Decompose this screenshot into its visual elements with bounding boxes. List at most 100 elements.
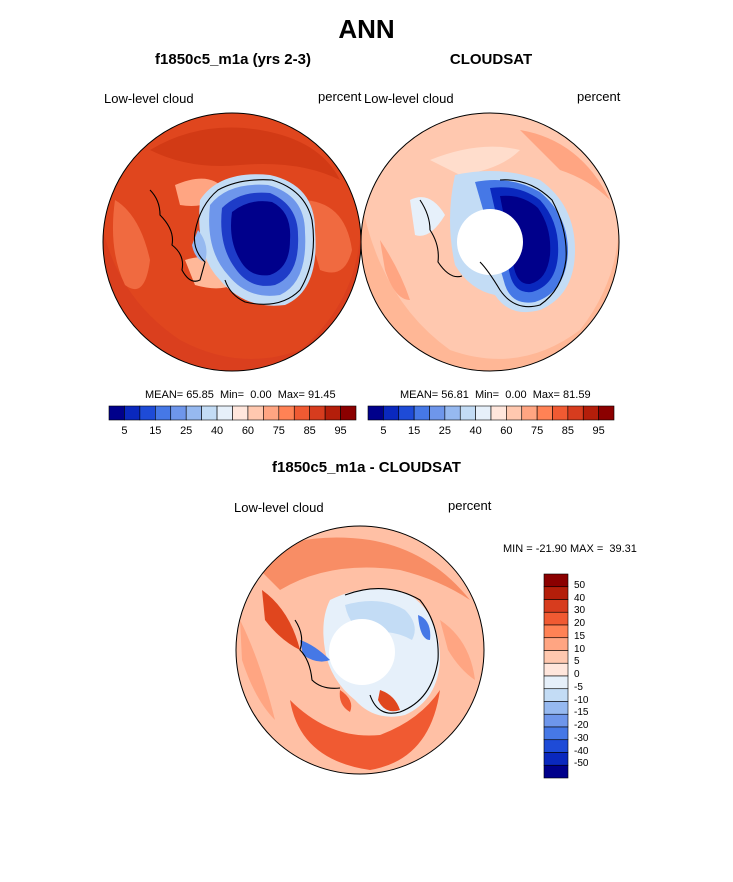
bottom-minmax: MIN = -21.90 MAX = 39.31 [503, 543, 637, 555]
bottom-colorbar-swatch-15 [543, 764, 569, 779]
right-colorbar-swatch-2 [398, 405, 415, 421]
bottom-colorbar-tick-label: -15 [574, 707, 589, 719]
bottom-colorbar-tick-label: -50 [574, 758, 589, 770]
bottom-colorbar-tick-label: -5 [574, 681, 583, 693]
right-map-border [360, 112, 620, 372]
left-colorbar-tick-label: 5 [121, 425, 128, 437]
right-colorbar-tick-label: 40 [469, 425, 482, 437]
right-max-label: Max= [532, 389, 560, 401]
bottom-colorbar-swatch-4 [543, 624, 569, 639]
right-max-value: 81.59 [563, 389, 591, 401]
left-panel-title: f1850c5_m1a (yrs 2-3) [155, 51, 311, 68]
bottom-colorbar-tick-label: -40 [574, 745, 589, 757]
bottom-colorbar-tick-label: 50 [574, 579, 586, 591]
right-colorbar-tick-label: 75 [531, 425, 544, 437]
right-panel-title: CLOUDSAT [449, 51, 533, 68]
left-colorbar-swatch-14 [324, 405, 341, 421]
right-mean-value: 56.81 [441, 389, 469, 401]
bottom-units-label: percent [448, 498, 492, 513]
left-colorbar-swatch-12 [293, 405, 310, 421]
left-colorbar-swatch-0 [108, 405, 125, 421]
left-colorbar-swatch-1 [124, 405, 141, 421]
left-colorbar-tick-label: 25 [180, 425, 193, 437]
left-units-label: percent [318, 89, 362, 104]
left-mean-value: 65.85 [186, 389, 214, 401]
left-map [103, 113, 361, 371]
right-colorbar-tick-label: 5 [380, 425, 387, 437]
right-colorbar-swatch-0 [367, 405, 384, 421]
bottom-colorbar-swatch-5 [543, 637, 569, 651]
bottom-colorbar-swatch-13 [543, 739, 569, 753]
right-colorbar-swatch-11 [536, 405, 553, 421]
left-colorbar-tick-label: 60 [241, 425, 255, 437]
right-min-value: 0.00 [505, 389, 527, 401]
left-colorbar-swatch-15 [340, 405, 357, 421]
bottom-colorbar-swatch-8 [543, 675, 569, 690]
bottom-colorbar-tick-label: 10 [574, 643, 586, 655]
left-colorbar-swatch-9 [247, 405, 264, 421]
bottom-panel-title: f1850c5_m1a - CLOUDSAT [272, 459, 461, 476]
right-colorbar-tick-label: 60 [500, 425, 513, 437]
left-min-label: Min= [219, 389, 245, 401]
left-colorbar-swatch-3 [155, 405, 172, 421]
bottom-colorbar-swatch-10 [543, 701, 569, 715]
right-field-label: Low-level cloud [364, 91, 454, 106]
left-colorbar-tick-label: 40 [210, 425, 224, 437]
bottom-colorbar-swatch-12 [543, 726, 569, 741]
left-colorbar-swatch-7 [216, 405, 233, 421]
bottom-colorbar-swatch-0 [543, 573, 569, 588]
right-colorbar-swatch-4 [429, 405, 446, 421]
right-stats: MEAN= 56.81 Min= 0.00 Max= 81.59 [400, 389, 591, 401]
bottom-colorbar-tick-label: 0 [574, 669, 580, 680]
left-colorbar-swatch-2 [139, 405, 156, 421]
bottom-colorbar-tick-label: -30 [574, 732, 589, 744]
left-colorbar-tick-label: 85 [303, 425, 316, 437]
main-title: ANN [338, 14, 395, 44]
left-colorbar-tick-label: 15 [149, 425, 162, 437]
left-field-label: Low-level cloud [104, 91, 194, 106]
bottom-map [236, 526, 484, 774]
bottom-colorbar-swatch-9 [543, 688, 569, 702]
left-colorbar [108, 405, 357, 421]
right-colorbar-swatch-15 [598, 405, 615, 421]
right-colorbar-swatch-3 [413, 405, 430, 421]
bottom-colorbar-tick-label: 5 [574, 656, 580, 668]
right-colorbar-swatch-6 [459, 405, 476, 421]
right-colorbar-tick-label: 25 [438, 425, 451, 437]
right-colorbar-swatch-10 [521, 405, 538, 421]
right-colorbar-swatch-14 [582, 405, 599, 421]
left-max-value: 91.45 [308, 389, 336, 401]
left-colorbar-tick-label: 75 [272, 425, 285, 437]
left-colorbar-swatch-11 [278, 405, 295, 421]
right-colorbar-tick-label: 85 [561, 425, 574, 437]
right-colorbar-swatch-1 [383, 405, 400, 421]
bottom-field-label: Low-level cloud [234, 500, 324, 515]
right-colorbar-swatch-9 [506, 405, 523, 421]
bottom-colorbar-tick-label: 40 [574, 592, 586, 604]
left-max-label: Max= [277, 389, 305, 401]
right-min-label: Min= [474, 389, 500, 401]
bottom-colorbar-swatch-7 [543, 662, 569, 677]
bottom-colorbar-swatch-3 [543, 611, 569, 626]
bottom-map-border [235, 525, 485, 775]
bottom-colorbar-swatch-6 [543, 650, 569, 664]
bottom-colorbar-tick-label: -10 [574, 694, 589, 706]
left-colorbar-swatch-10 [263, 405, 280, 421]
left-min-value: 0.00 [250, 389, 272, 401]
right-colorbar-tick-label: 95 [592, 425, 605, 437]
right-colorbar-swatch-13 [567, 405, 584, 421]
left-colorbar-swatch-6 [201, 405, 218, 421]
bottom-colorbar-tick-label: -20 [574, 720, 589, 731]
bottom-colorbar-swatch-2 [543, 599, 569, 613]
bottom-colorbar-tick-label: 20 [574, 618, 586, 629]
left-colorbar-swatch-8 [232, 405, 249, 421]
right-colorbar-swatch-12 [552, 405, 569, 421]
left-colorbar-swatch-13 [309, 405, 326, 421]
bottom-colorbar [543, 573, 569, 779]
left-colorbar-tick-label: 95 [334, 425, 347, 437]
right-map [361, 113, 619, 371]
bottom-colorbar-swatch-1 [543, 586, 569, 600]
left-mean-label: MEAN= [145, 389, 184, 401]
right-colorbar-tick-label: 15 [408, 425, 421, 437]
